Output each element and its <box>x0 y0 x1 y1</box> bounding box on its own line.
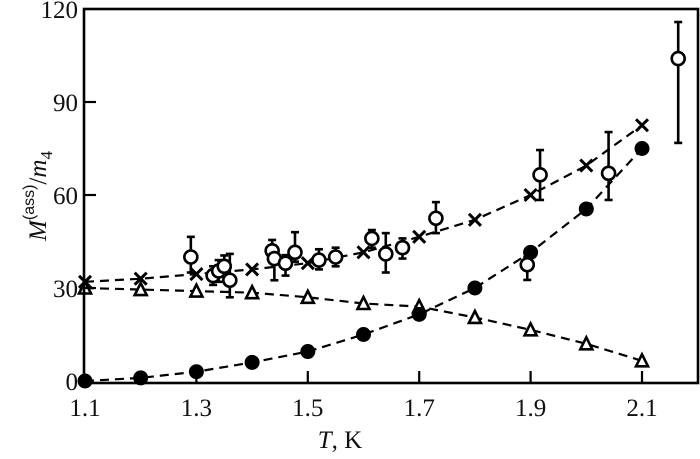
x-tick-label: 1.7 <box>404 395 435 422</box>
y-axis-label-slash: / <box>25 178 52 185</box>
filled-circle-marker <box>244 354 260 370</box>
cross-marker <box>523 187 538 203</box>
triangles-line <box>84 286 643 362</box>
plot-frame <box>82 7 700 385</box>
open-circle-marker <box>394 239 411 256</box>
open-circle-marker <box>216 258 233 275</box>
filled-circle-marker <box>356 327 371 342</box>
triangle-marker <box>188 281 205 298</box>
data-markers <box>76 50 687 389</box>
cross-marker <box>133 271 148 286</box>
triangle-marker <box>243 283 261 300</box>
open-circle-marker <box>364 230 380 247</box>
open-circle-marker <box>377 246 394 262</box>
y-axis-label-main: M <box>25 219 52 242</box>
cross-marker <box>634 118 650 133</box>
filled-circles-line <box>84 147 643 383</box>
open-circle-marker <box>311 252 327 268</box>
filled-circle-marker <box>578 201 594 217</box>
triangle-marker <box>299 287 316 305</box>
y-tick-label: 120 <box>41 0 79 24</box>
triangle-marker <box>466 308 484 325</box>
open-circle-marker <box>670 50 687 67</box>
error-bars <box>186 20 683 299</box>
cross-marker <box>467 212 482 227</box>
y-axis-label-sup: (ass) <box>21 185 38 221</box>
filled-circle-marker <box>467 280 483 296</box>
triangle-marker <box>578 334 595 351</box>
open-circle-marker <box>183 249 199 265</box>
x-tick-label: 1.5 <box>292 395 323 422</box>
cross-marker <box>579 158 594 173</box>
cross-marker <box>189 266 204 282</box>
open-circle-marker <box>277 255 294 272</box>
x-tick-label: 1.3 <box>181 395 212 422</box>
y-tick-label: 0 <box>66 369 79 396</box>
y-axis-label-denom: m <box>25 160 52 178</box>
open-circle-marker <box>428 210 444 227</box>
y-axis-label-sub: 4 <box>37 151 56 160</box>
triangle-marker <box>522 320 539 337</box>
triangle-marker <box>355 294 372 311</box>
x-axis-label-unit: , K <box>332 427 363 454</box>
x-axis-label-var: T <box>318 427 334 454</box>
y-axis-label: M(ass)/m4 <box>21 151 56 242</box>
x-tick-label: 2.1 <box>626 395 657 422</box>
y-tick-label: 60 <box>53 183 78 210</box>
open-circle-marker <box>532 167 548 183</box>
y-axis-ticks: 0 30 60 90 120 <box>41 0 96 396</box>
svg-text:M(ass)/m4: M(ass)/m4 <box>21 151 56 242</box>
x-tick-label: 1.1 <box>69 395 100 422</box>
triangle-marker <box>132 280 149 297</box>
cross-marker <box>356 245 371 260</box>
x-axis-label: T, K <box>318 427 362 454</box>
filled-circle-marker <box>634 141 650 156</box>
filled-circle-marker <box>133 370 149 386</box>
y-tick-label: 30 <box>53 276 78 303</box>
triangle-marker <box>633 351 651 368</box>
open-circle-marker <box>222 272 238 289</box>
open-circle-marker <box>287 244 303 261</box>
series-lines <box>84 124 643 383</box>
crosses-line <box>84 124 643 283</box>
cross-marker <box>412 229 427 244</box>
x-axis-ticks: 1.1 1.3 1.5 1.7 1.9 2.1 <box>69 371 658 422</box>
filled-circle-marker <box>411 306 427 322</box>
filled-circle-marker <box>300 344 316 360</box>
open-circle-marker <box>327 249 344 265</box>
y-tick-label: 90 <box>53 90 78 117</box>
open-circle-marker <box>600 165 617 182</box>
cross-marker <box>245 262 260 277</box>
x-tick-label: 1.9 <box>515 395 546 422</box>
open-circle-marker <box>519 256 536 273</box>
